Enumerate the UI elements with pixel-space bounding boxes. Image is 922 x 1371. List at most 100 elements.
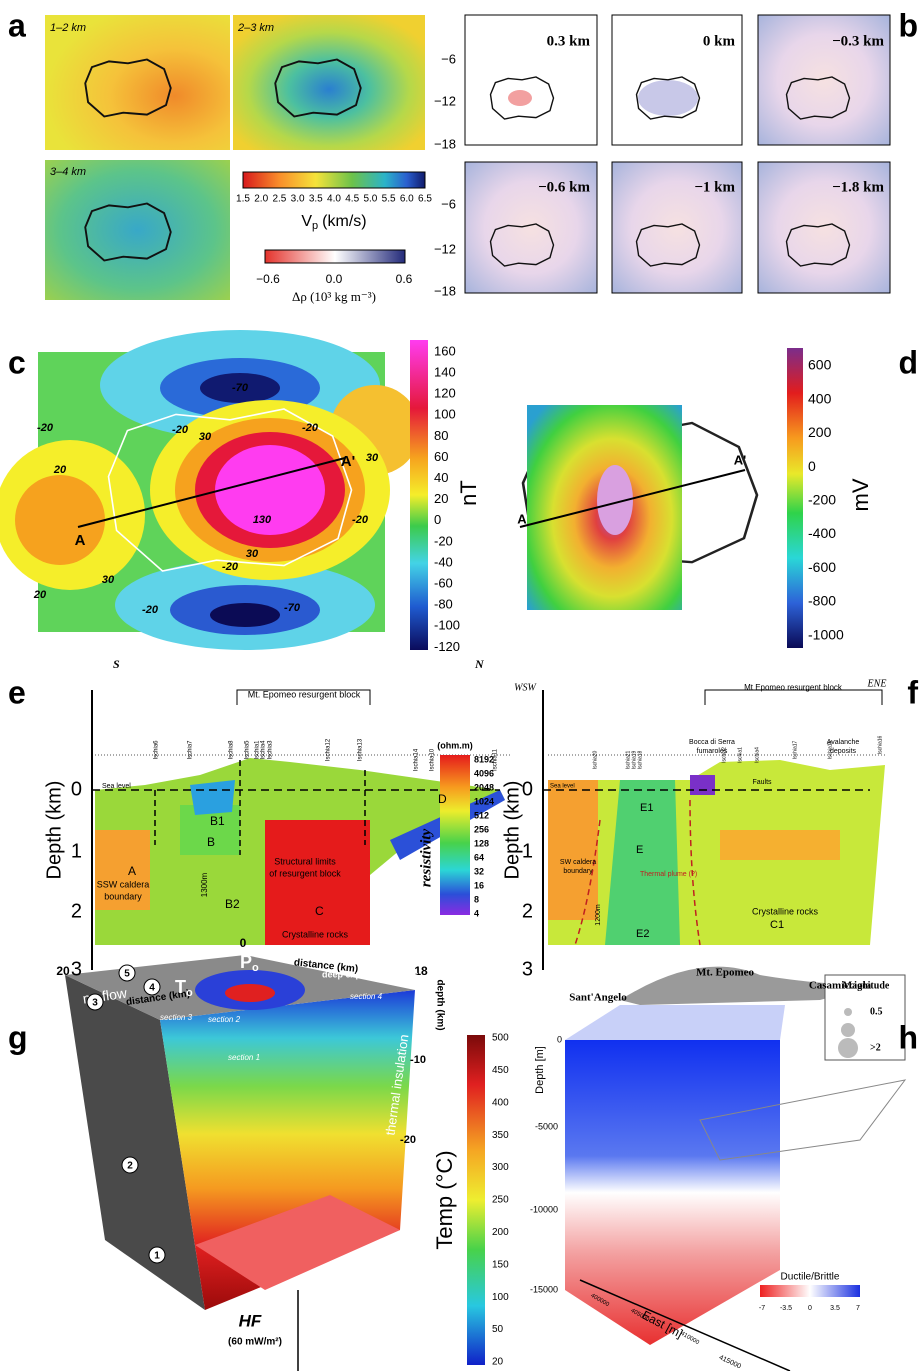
well-label: Ischia3: [268, 740, 274, 760]
colorbar-tick: 400: [492, 1097, 509, 1108]
tick-label: -10: [410, 1054, 426, 1066]
colorbar-label: nT: [456, 480, 481, 506]
colorbar-tick: 80: [434, 428, 448, 443]
annotation: SW caldera: [560, 859, 596, 866]
unit-label: B1: [210, 814, 225, 828]
panel-letter: f: [907, 674, 918, 710]
contour-label: 130: [253, 514, 272, 526]
profile-label: A: [75, 532, 86, 549]
annotation: deep exploration wells: [322, 969, 419, 979]
axis-label: Depth [m]: [534, 1046, 546, 1094]
contour: [15, 475, 105, 565]
well-label: Ischia6: [154, 740, 160, 760]
colorbar: [440, 755, 470, 915]
y-tick-label: -10000: [530, 1204, 558, 1214]
colorbar-label: mV: [848, 478, 873, 511]
colorbar-tick: -3.5: [780, 1305, 792, 1312]
colorbar-tick: 32: [474, 866, 484, 876]
panel-letter: c: [8, 344, 26, 380]
colorbar-tick: 4.0: [327, 194, 341, 205]
base: T: [175, 977, 186, 997]
axis-label: Depth (km): [43, 781, 65, 880]
y-tick-label: −6: [441, 51, 456, 66]
axis-label: Depth (km): [501, 781, 523, 880]
annotation: SSW caldera: [97, 879, 150, 889]
well-label: Ischia17: [792, 740, 798, 759]
well-label: Ischia8: [229, 740, 235, 760]
well-label: Ischia7: [188, 740, 194, 760]
unit-label: E: [636, 844, 643, 856]
colorbar-tick: 2.5: [272, 194, 286, 205]
figure: a1–2 km2–3 km3–4 km1.52.02.53.03.54.04.5…: [0, 0, 922, 1371]
well-label: Ischia18: [637, 750, 643, 769]
section-label: section 2: [208, 1015, 241, 1024]
colorbar-tick: 16: [474, 880, 484, 890]
colorbar: [410, 340, 428, 650]
colorbar-tick: 4.5: [345, 194, 359, 205]
y-tick-label: −18: [434, 136, 456, 151]
tick-label: 415000: [718, 1354, 742, 1370]
annotation: (60 mW/m²): [228, 1337, 282, 1348]
annotation: Bocca di Serra: [689, 739, 735, 746]
orientation: N: [474, 657, 485, 671]
layer-label: 1: [154, 1251, 160, 1262]
legend-label: 0.5: [870, 1006, 883, 1017]
colorbar-tick: 1.5: [236, 194, 250, 205]
unit-label: E2: [636, 928, 649, 940]
anomaly: [638, 80, 698, 116]
profile-label: A: [517, 511, 527, 526]
colorbar-tick: 0.6: [396, 272, 413, 286]
colorbar-tick: 0: [808, 458, 816, 474]
colorbar-tick: -120: [434, 639, 460, 654]
section-label: section 3: [160, 1013, 193, 1022]
section-label: section 1: [228, 1053, 260, 1062]
annotation: Crystalline rocks: [282, 929, 349, 939]
map-title: 0.3 km: [547, 33, 591, 49]
panel-a: [45, 15, 425, 300]
contour-label: -20: [352, 514, 369, 526]
contour-label: 30: [199, 431, 212, 443]
colorbar-tick: 120: [434, 386, 456, 401]
colorbar-tick: 450: [492, 1065, 509, 1076]
layer-label: 4: [149, 983, 155, 994]
colorbar-tick: 512: [474, 810, 489, 820]
colorbar-tick: -800: [808, 593, 836, 609]
anomaly: [508, 90, 532, 106]
colorbar-tick: 3.0: [291, 194, 305, 205]
colorbar-tick: 7: [856, 1305, 860, 1312]
colorbar-tick: 600: [808, 357, 832, 373]
panel-c: [0, 330, 428, 650]
contour-label: 30: [102, 574, 115, 586]
well-label: Ischia16: [877, 735, 883, 754]
annotation: deposits: [830, 748, 857, 755]
colorbar-tick: -200: [808, 492, 836, 508]
panel-letter: a: [8, 7, 26, 43]
annotation: 1300m: [200, 872, 209, 897]
colorbar: [467, 1035, 485, 1365]
colorbar-tick: 0: [434, 512, 441, 527]
colorbar: [760, 1285, 860, 1297]
colorbar-tick: -40: [434, 554, 453, 569]
colorbar-tick: 150: [492, 1259, 509, 1270]
colorbar-tick: -7: [759, 1305, 765, 1312]
tick-label: -20: [400, 1134, 416, 1146]
contour-label: -20: [302, 422, 319, 434]
legend-title: Magnitude: [843, 980, 890, 991]
annotation: Thermal plume (?): [640, 871, 697, 878]
contour-label: 20: [33, 589, 47, 601]
well-label: Ischia10: [430, 748, 436, 771]
y-tick-label: 1: [71, 840, 82, 862]
colorbar: [243, 172, 425, 188]
unit: (km/s): [322, 213, 366, 230]
contour-label: -70: [284, 602, 301, 614]
map-title: 1–2 km: [50, 22, 86, 34]
panel-letter: e: [8, 674, 26, 710]
map-title: −0.6 km: [538, 179, 590, 195]
annotation: Mt Epomeo resurgent block: [744, 683, 843, 692]
contour-label: -20: [222, 561, 239, 573]
colorbar-tick: 140: [434, 365, 456, 380]
annotation: boundary: [104, 891, 142, 901]
contour-label: -20: [142, 604, 159, 616]
unit-label: B: [207, 835, 215, 849]
contour: [210, 603, 280, 627]
